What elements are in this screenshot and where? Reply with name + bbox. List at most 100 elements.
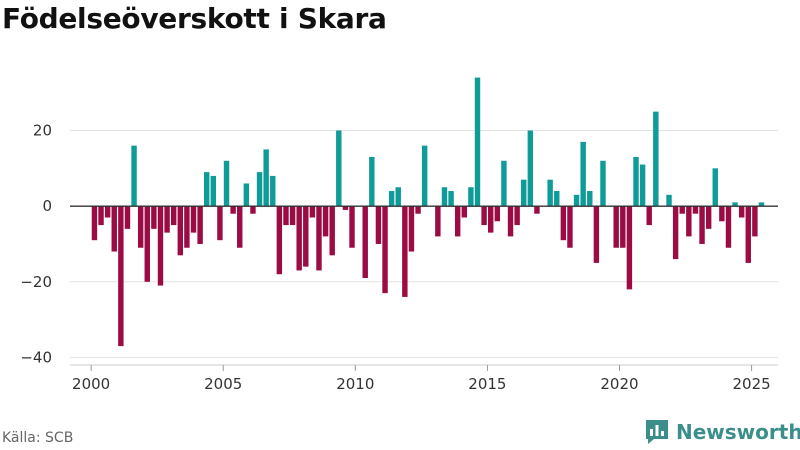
source-note: Källa: SCB bbox=[2, 430, 74, 446]
bar bbox=[705, 206, 712, 229]
bar bbox=[237, 206, 243, 248]
bar bbox=[408, 206, 415, 252]
y-tick-label: −20 bbox=[20, 273, 52, 291]
bar bbox=[600, 160, 606, 207]
y-tick-label: 20 bbox=[33, 122, 52, 140]
bar bbox=[653, 111, 659, 207]
y-tick-label: 0 bbox=[42, 197, 52, 215]
bar bbox=[395, 187, 401, 207]
bar bbox=[686, 206, 692, 237]
bar bbox=[712, 168, 718, 207]
bar bbox=[454, 206, 461, 237]
bar bbox=[672, 206, 679, 260]
bar bbox=[184, 206, 190, 248]
bar bbox=[283, 206, 289, 226]
bar bbox=[448, 191, 454, 207]
bar bbox=[111, 206, 117, 252]
bar bbox=[639, 164, 646, 207]
bar bbox=[177, 206, 184, 256]
x-tick-label: 2025 bbox=[732, 375, 770, 393]
bar bbox=[243, 183, 250, 207]
bar bbox=[468, 187, 474, 207]
bar bbox=[309, 206, 316, 218]
x-tick-label: 2010 bbox=[336, 375, 374, 393]
bar bbox=[738, 206, 745, 218]
y-tick-label: −40 bbox=[20, 348, 52, 366]
bar bbox=[124, 206, 131, 229]
bar bbox=[620, 206, 626, 248]
bar bbox=[415, 206, 421, 214]
bar bbox=[131, 145, 137, 207]
bar bbox=[369, 156, 375, 207]
bar bbox=[256, 172, 263, 207]
bar bbox=[144, 206, 150, 282]
axes: −40 −20 0 20 2000 2005 2010 2015 2020 2025 bbox=[20, 122, 778, 393]
bar bbox=[388, 191, 395, 207]
bar bbox=[507, 206, 514, 237]
bar bbox=[501, 160, 507, 207]
x-tick-label: 2015 bbox=[468, 375, 506, 393]
bar bbox=[342, 206, 349, 210]
bar bbox=[593, 206, 600, 263]
bar bbox=[210, 175, 217, 207]
bar bbox=[336, 130, 342, 207]
bar bbox=[554, 191, 560, 207]
bar bbox=[421, 145, 428, 207]
bar bbox=[230, 206, 236, 214]
bar bbox=[547, 179, 553, 207]
bar bbox=[494, 206, 501, 222]
x-tick-label: 2005 bbox=[204, 375, 242, 393]
bar bbox=[481, 206, 487, 226]
bar bbox=[587, 191, 593, 207]
bar bbox=[719, 206, 725, 222]
bar bbox=[375, 206, 382, 244]
bar bbox=[560, 206, 567, 241]
bar bbox=[633, 156, 639, 207]
bar bbox=[527, 130, 534, 207]
bar bbox=[118, 206, 124, 347]
x-tick-label: 2000 bbox=[72, 375, 110, 393]
bar bbox=[197, 206, 203, 244]
bar bbox=[250, 206, 256, 214]
bar bbox=[170, 206, 177, 226]
bar bbox=[98, 206, 104, 226]
bar bbox=[692, 206, 699, 214]
bar bbox=[580, 141, 586, 207]
bar bbox=[573, 194, 580, 207]
x-tick-label: 2020 bbox=[600, 375, 638, 393]
bar bbox=[461, 206, 467, 218]
bar bbox=[732, 202, 738, 207]
bar bbox=[190, 206, 197, 233]
bar bbox=[626, 206, 633, 290]
bar bbox=[223, 160, 230, 207]
brand-logo: Newsworthy bbox=[645, 419, 800, 445]
bar bbox=[382, 206, 388, 294]
bar bbox=[270, 175, 276, 207]
bar bbox=[164, 206, 170, 233]
bar bbox=[534, 206, 540, 214]
bar bbox=[758, 202, 765, 207]
bar bbox=[329, 206, 335, 256]
bar bbox=[474, 77, 481, 207]
bar bbox=[521, 179, 527, 207]
bar bbox=[745, 206, 751, 263]
bar bbox=[488, 206, 494, 233]
bar bbox=[151, 206, 157, 229]
bar bbox=[646, 206, 652, 226]
bar bbox=[316, 206, 322, 271]
bar bbox=[679, 206, 685, 214]
bar bbox=[91, 206, 98, 241]
bar bbox=[204, 172, 210, 207]
bar bbox=[725, 206, 732, 248]
bar bbox=[514, 206, 520, 226]
bar bbox=[157, 206, 164, 286]
brand-name: Newsworthy bbox=[676, 420, 800, 444]
bar bbox=[263, 149, 269, 207]
bar bbox=[441, 187, 448, 207]
bar bbox=[402, 206, 408, 297]
bar bbox=[217, 206, 223, 241]
bar bbox=[349, 206, 355, 248]
bars bbox=[91, 77, 765, 347]
bar bbox=[613, 206, 619, 248]
